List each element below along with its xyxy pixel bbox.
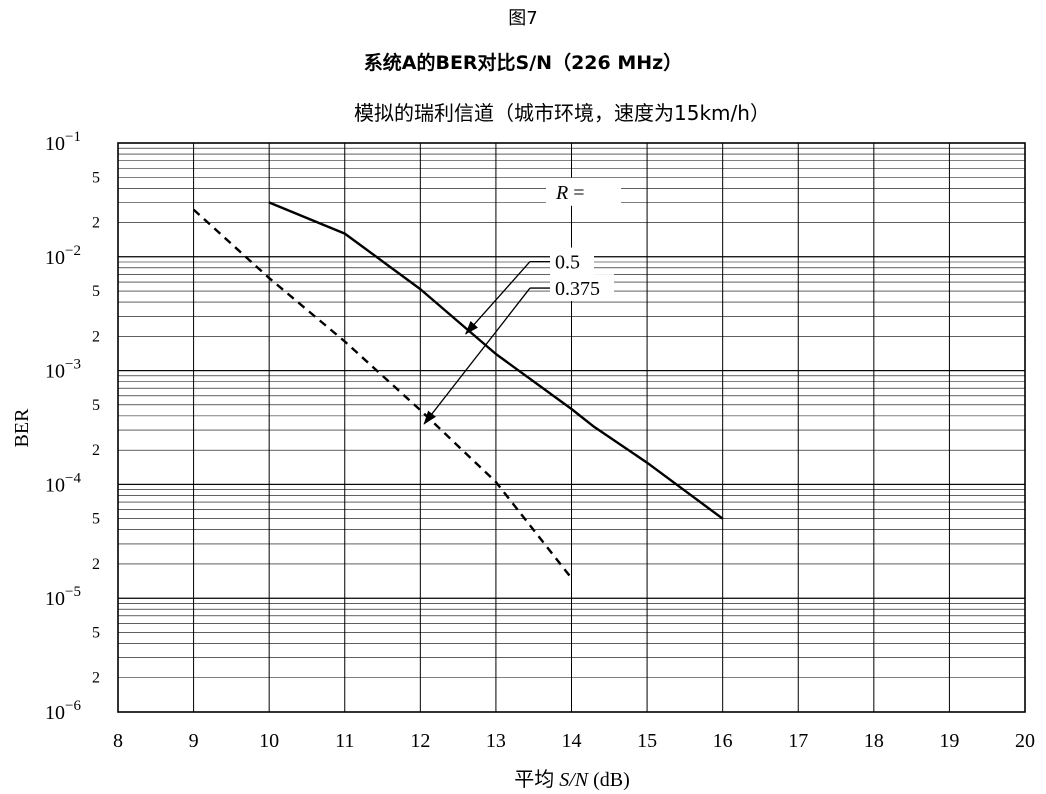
x-axis-label: 平均 S/N (dB)	[514, 768, 630, 791]
y-minor-tick-label: 5	[92, 283, 100, 300]
legend-title-bg	[546, 177, 621, 206]
legend-label: 0.5	[555, 252, 580, 274]
x-tick-label: 11	[335, 730, 354, 752]
legend-arrow	[465, 261, 531, 335]
x-tick-label: 16	[713, 730, 733, 752]
legend-arrow	[423, 287, 531, 425]
legend-title: R =	[555, 182, 585, 204]
x-tick-label: 14	[562, 730, 582, 752]
legend-annotations: R = 0.5 0.375	[423, 177, 621, 425]
y-axis-label: BER	[11, 408, 33, 448]
y-minor-tick-label: 2	[92, 215, 100, 232]
y-minor-tick-label: 5	[92, 169, 100, 186]
y-minor-tick-label: 5	[92, 624, 100, 641]
series	[192, 201, 724, 579]
grid	[117, 142, 1026, 713]
x-tick-label: 13	[486, 730, 506, 752]
y-tick-label: 10−3	[45, 357, 81, 383]
y-tick-label: 10−4	[45, 470, 81, 496]
y-minor-tick-label: 5	[92, 511, 100, 528]
x-tick-label: 20	[1015, 730, 1035, 752]
figure-title: 系统A的BER对比S/N（226 MHz）	[363, 52, 683, 74]
series-line-dashed	[192, 208, 573, 579]
chart-subtitle: 模拟的瑞利信道（城市环境，速度为15km/h）	[354, 101, 770, 125]
legend-label-bg	[550, 274, 614, 302]
x-tick-label: 9	[189, 730, 199, 752]
x-axis-label-prefix: 平均	[514, 768, 559, 791]
x-axis-ticks: 8 9 10 11 12 13 14 15 16 17 18 19 20	[113, 730, 1035, 752]
x-tick-label: 10	[259, 730, 279, 752]
y-minor-tick-label: 2	[92, 556, 100, 573]
y-minor-tick-label: 2	[92, 670, 100, 687]
x-tick-label: 19	[939, 730, 959, 752]
legend-label-bg	[550, 247, 594, 275]
x-tick-label: 17	[788, 730, 808, 752]
x-axis-label-suffix: (dB)	[588, 769, 630, 791]
x-tick-label: 15	[637, 730, 657, 752]
y-minor-tick-label: 2	[92, 442, 100, 459]
y-tick-label: 10−1	[45, 129, 81, 155]
x-tick-label: 8	[113, 730, 123, 752]
x-tick-label: 18	[864, 730, 884, 752]
plot-frame	[117, 142, 1026, 713]
legend-label: 0.375	[555, 278, 600, 300]
series-line-solid	[268, 201, 724, 520]
x-axis-label-italic: S/N	[559, 769, 590, 791]
y-minor-tick-label: 5	[92, 397, 100, 414]
figure-label: 图7	[508, 8, 538, 29]
y-minor-tick-label: 2	[92, 328, 100, 345]
y-axis-ticks: 10−1 5 2 10−2 5 2 10−3 5 2 10−4 5 2 10−5 5 2 10−6	[45, 129, 100, 724]
y-tick-label: 10−5	[45, 584, 81, 610]
x-tick-label: 12	[410, 730, 430, 752]
y-tick-label: 10−6	[45, 698, 81, 724]
y-tick-label: 10−2	[45, 243, 81, 269]
